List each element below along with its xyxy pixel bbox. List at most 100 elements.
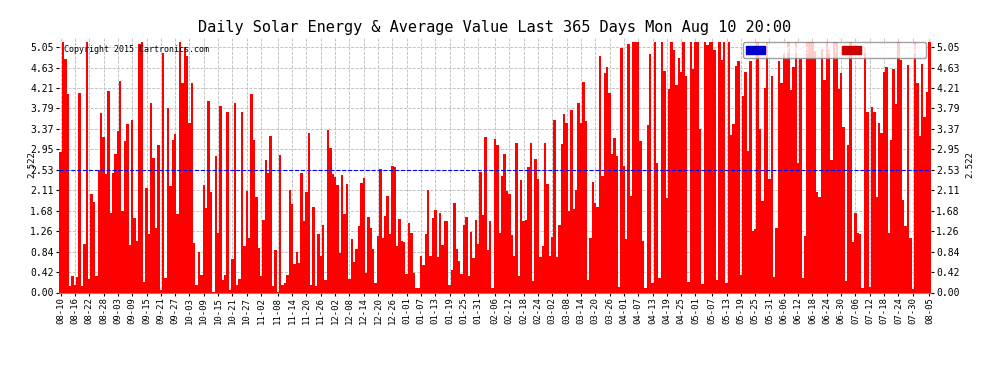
Bar bbox=[64, 59, 66, 292]
Bar bbox=[360, 183, 362, 292]
Bar bbox=[635, 42, 637, 292]
Bar bbox=[389, 234, 391, 292]
Bar bbox=[814, 51, 816, 292]
Bar bbox=[551, 237, 553, 292]
Bar bbox=[148, 234, 150, 292]
Bar bbox=[88, 279, 90, 292]
Bar bbox=[379, 169, 381, 292]
Bar bbox=[374, 283, 377, 292]
Bar bbox=[458, 261, 460, 292]
Bar bbox=[229, 290, 232, 292]
Bar bbox=[337, 184, 339, 292]
Bar bbox=[279, 155, 281, 292]
Bar bbox=[775, 228, 778, 292]
Bar bbox=[895, 104, 897, 292]
Bar bbox=[563, 114, 565, 292]
Bar bbox=[904, 226, 907, 292]
Bar bbox=[530, 143, 532, 292]
Bar bbox=[467, 276, 470, 292]
Bar bbox=[697, 42, 699, 292]
Bar bbox=[110, 213, 112, 292]
Bar bbox=[95, 276, 98, 292]
Bar bbox=[472, 258, 475, 292]
Bar bbox=[919, 136, 921, 292]
Bar bbox=[785, 58, 787, 292]
Bar bbox=[926, 92, 929, 292]
Bar bbox=[305, 192, 308, 292]
Bar bbox=[372, 249, 374, 292]
Bar bbox=[114, 154, 117, 292]
Bar bbox=[742, 96, 744, 292]
Bar bbox=[699, 129, 702, 292]
Bar bbox=[847, 146, 849, 292]
Bar bbox=[851, 242, 854, 292]
Bar bbox=[824, 80, 826, 292]
Bar bbox=[892, 69, 895, 292]
Bar bbox=[334, 177, 337, 292]
Bar bbox=[381, 238, 384, 292]
Bar bbox=[902, 200, 904, 292]
Bar bbox=[188, 123, 191, 292]
Bar bbox=[462, 225, 465, 292]
Bar bbox=[78, 93, 81, 292]
Bar bbox=[339, 253, 341, 292]
Bar bbox=[844, 281, 847, 292]
Bar bbox=[630, 196, 633, 292]
Bar bbox=[241, 112, 244, 292]
Bar bbox=[81, 285, 83, 292]
Bar bbox=[224, 275, 227, 292]
Bar bbox=[401, 240, 403, 292]
Bar bbox=[880, 134, 883, 292]
Bar bbox=[799, 59, 802, 292]
Bar bbox=[570, 110, 572, 292]
Bar bbox=[508, 195, 511, 292]
Bar bbox=[487, 250, 489, 292]
Bar bbox=[315, 286, 317, 292]
Bar bbox=[410, 233, 413, 292]
Bar bbox=[640, 141, 642, 292]
Bar bbox=[692, 69, 694, 292]
Bar bbox=[193, 243, 195, 292]
Bar bbox=[482, 214, 484, 292]
Bar bbox=[738, 61, 740, 292]
Bar bbox=[98, 170, 100, 292]
Bar bbox=[618, 287, 621, 292]
Bar bbox=[446, 221, 448, 292]
Bar bbox=[420, 256, 422, 292]
Bar bbox=[503, 154, 506, 292]
Bar bbox=[924, 117, 926, 292]
Bar bbox=[246, 191, 248, 292]
Bar bbox=[513, 256, 515, 292]
Bar bbox=[621, 48, 623, 292]
Bar bbox=[909, 238, 912, 292]
Bar bbox=[572, 209, 575, 292]
Bar bbox=[122, 211, 124, 292]
Bar bbox=[325, 280, 327, 292]
Bar bbox=[682, 42, 685, 292]
Bar bbox=[355, 249, 357, 292]
Bar bbox=[100, 113, 102, 292]
Bar bbox=[154, 228, 157, 292]
Bar bbox=[501, 176, 503, 292]
Bar bbox=[73, 285, 76, 292]
Bar bbox=[730, 135, 733, 292]
Bar bbox=[93, 202, 95, 292]
Bar bbox=[651, 283, 653, 292]
Bar bbox=[365, 273, 367, 292]
Bar bbox=[107, 90, 110, 292]
Bar bbox=[129, 245, 131, 292]
Bar bbox=[255, 196, 257, 292]
Bar bbox=[917, 84, 919, 292]
Bar bbox=[623, 166, 625, 292]
Bar bbox=[885, 67, 888, 292]
Bar bbox=[386, 196, 389, 292]
Bar bbox=[819, 197, 821, 292]
Bar bbox=[362, 178, 365, 292]
Bar bbox=[166, 108, 169, 292]
Bar bbox=[119, 81, 122, 292]
Text: 2.522: 2.522 bbox=[965, 152, 974, 178]
Bar bbox=[494, 139, 496, 292]
Bar bbox=[448, 285, 450, 292]
Bar bbox=[790, 90, 792, 292]
Bar bbox=[415, 288, 418, 292]
